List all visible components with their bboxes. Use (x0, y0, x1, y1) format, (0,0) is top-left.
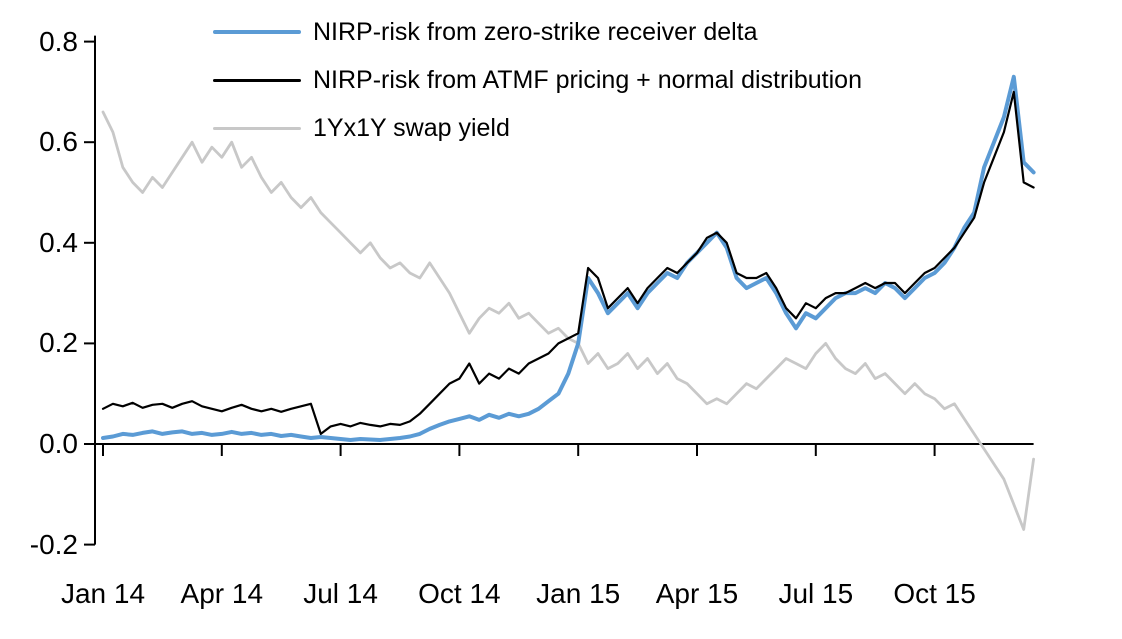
y-tick-label: 0.4 (39, 226, 78, 258)
legend-label: 1Yx1Y swap yield (313, 113, 510, 142)
legend-item: NIRP-risk from zero-strike receiver delt… (213, 16, 862, 48)
x-tick-label: Oct 15 (893, 578, 976, 609)
x-tick-label: Jan 14 (60, 578, 146, 609)
x-tick-label: Jan 15 (536, 578, 621, 609)
y-tick-label: 0.2 (39, 327, 78, 359)
y-tick-label: 0.6 (39, 126, 78, 158)
y-tick-label: 0.8 (39, 25, 78, 57)
legend-item: 1Yx1Y swap yield (213, 112, 862, 144)
x-tick-label: Apr 14 (180, 578, 264, 609)
x-tick-label: Oct 14 (418, 578, 501, 609)
legend-label: NIRP-risk from zero-strike receiver delt… (313, 17, 758, 46)
legend-item: NIRP-risk from ATMF pricing + normal dis… (213, 64, 862, 96)
y-tick-label: -0.2 (29, 528, 78, 560)
legend: NIRP-risk from zero-strike receiver delt… (213, 16, 862, 160)
x-tick-label: Apr 15 (655, 578, 739, 609)
x-tick-label: Jul 14 (303, 578, 378, 609)
legend-label: NIRP-risk from ATMF pricing + normal dis… (313, 65, 862, 94)
x-tick-label: Jul 15 (778, 578, 854, 609)
series-line-2 (101, 110, 1035, 531)
y-tick-label: 0.0 (39, 428, 78, 459)
series-line-0 (101, 74, 1036, 442)
legend-swatch-black-line (213, 78, 301, 82)
legend-swatch-gray-line (213, 126, 301, 130)
series-line-1 (101, 90, 1035, 435)
legend-swatch-blue-line (213, 30, 301, 34)
